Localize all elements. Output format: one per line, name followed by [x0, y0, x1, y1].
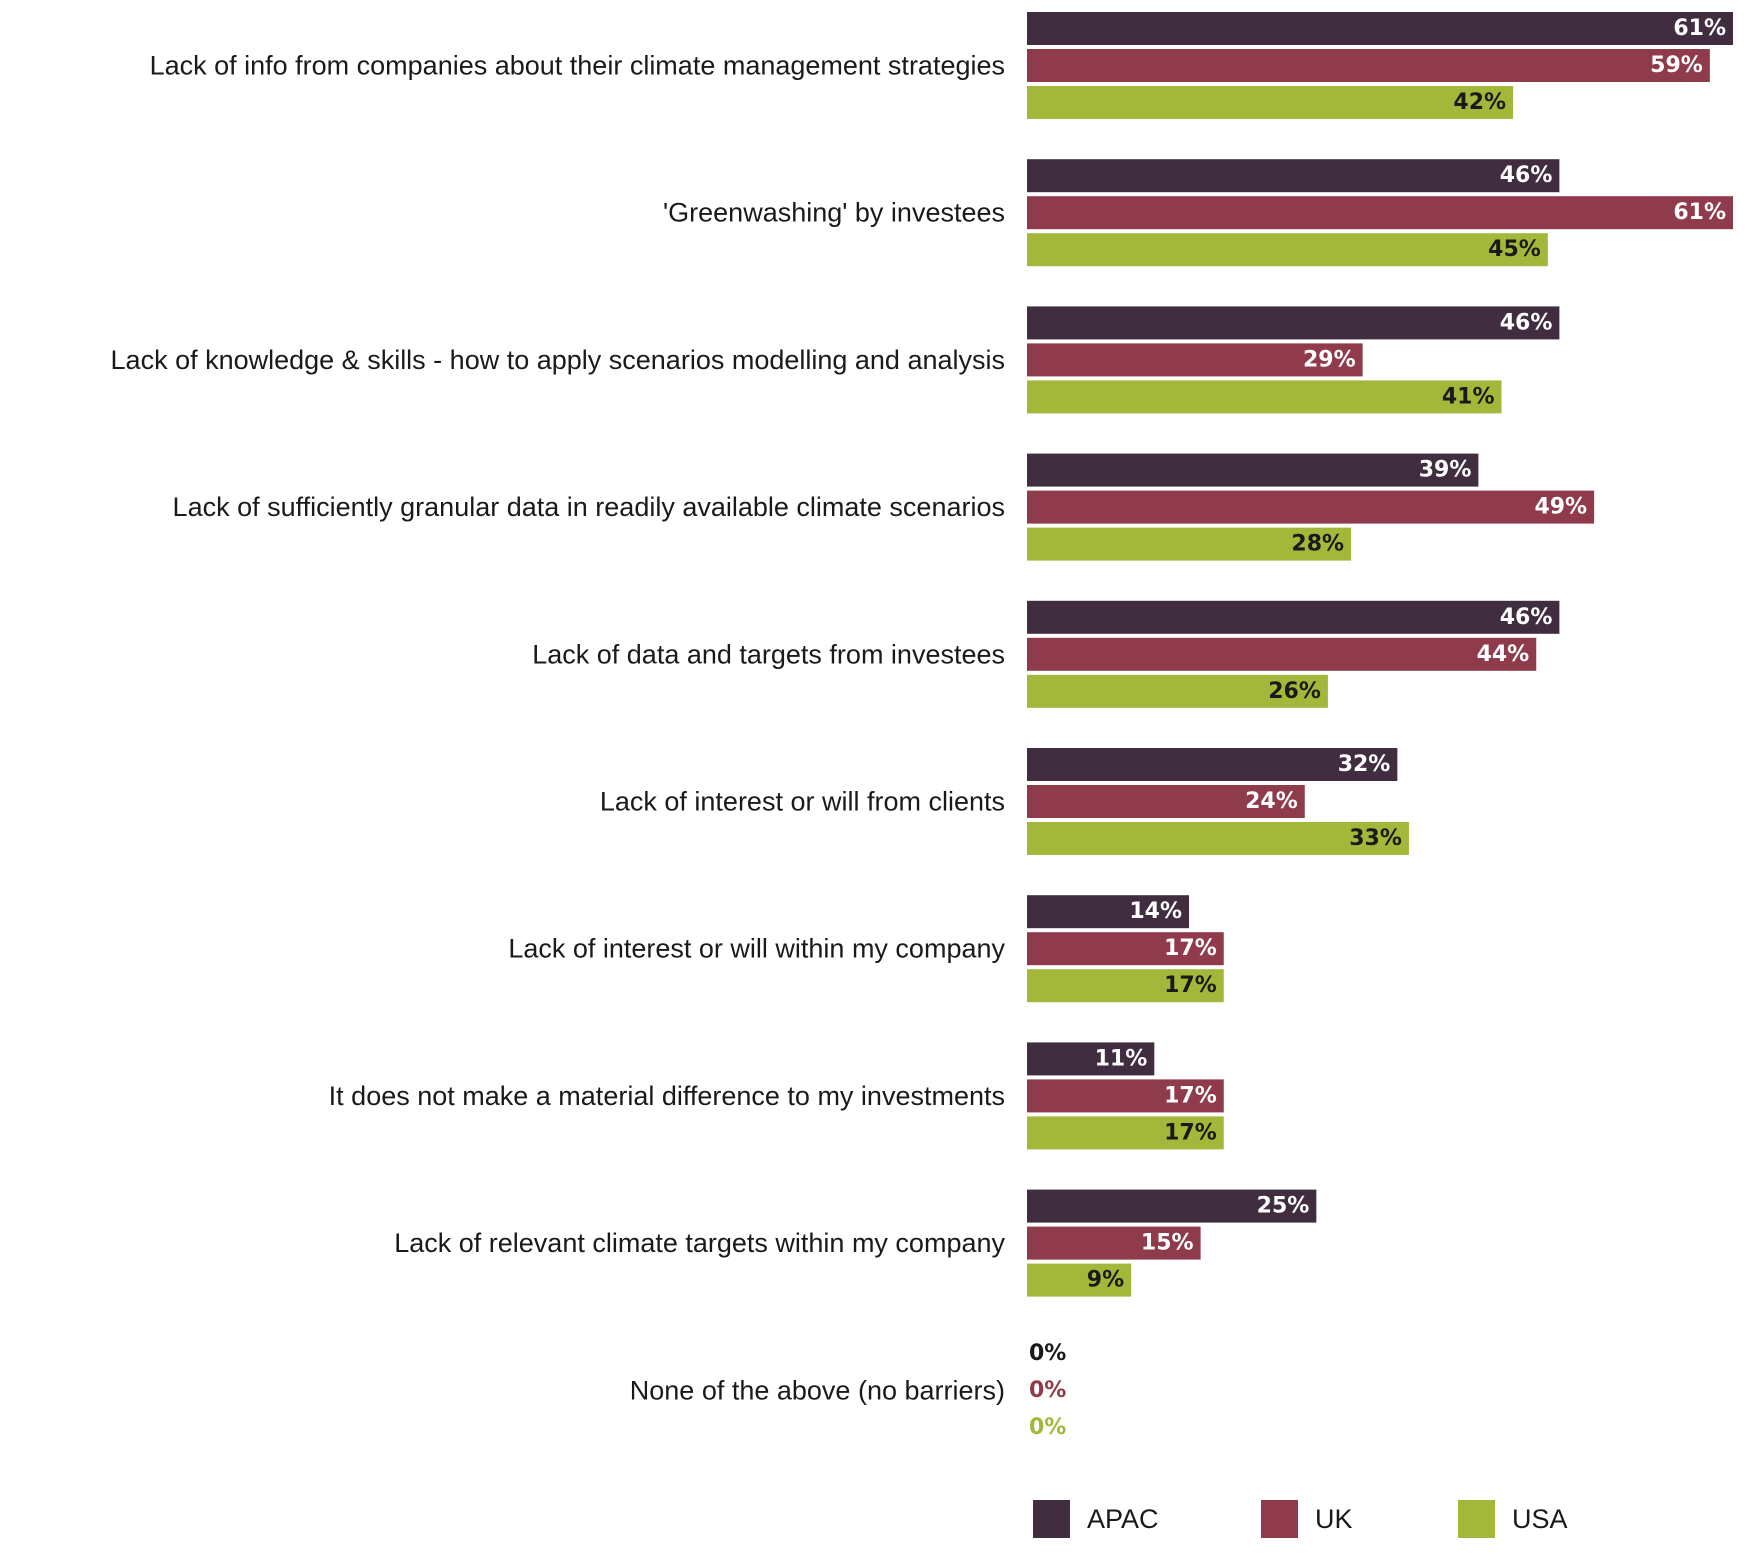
bar-usa-5: [1027, 822, 1409, 855]
bar-usa-8: [1027, 1263, 1132, 1297]
value-label-uk-3: 49%: [1534, 495, 1587, 520]
bar-uk-2: [1027, 343, 1363, 377]
bar-apac-4: [1027, 600, 1560, 634]
bar-uk-3: [1027, 490, 1595, 524]
value-label-usa-5: 33%: [1349, 826, 1402, 851]
value-label-apac-9: 0%: [1029, 1341, 1066, 1366]
bar-apac-5: [1027, 748, 1398, 781]
value-label-usa-7: 17%: [1164, 1120, 1217, 1145]
bars: [1027, 12, 1733, 1297]
bar-uk-8: [1027, 1226, 1201, 1260]
category-label-lack-of-info-from-companies-about-their-climate-: Lack of info from companies about their …: [150, 51, 1005, 81]
bar-apac-7: [1027, 1042, 1155, 1076]
value-label-usa-6: 17%: [1164, 973, 1217, 998]
bar-uk-5: [1027, 785, 1305, 818]
bar-usa-3: [1027, 527, 1352, 561]
legend-label-apac: APAC: [1087, 1504, 1159, 1534]
legend-label-usa: USA: [1512, 1504, 1568, 1534]
bar-usa-4: [1027, 674, 1328, 708]
value-label-apac-0: 61%: [1673, 16, 1726, 41]
bar-apac-8: [1027, 1189, 1317, 1223]
bar-usa-6: [1027, 969, 1224, 1003]
bar-uk-7: [1027, 1079, 1224, 1113]
legend-swatch-apac: [1033, 1500, 1070, 1538]
value-label-usa-9: 0%: [1029, 1415, 1066, 1440]
value-label-usa-1: 45%: [1488, 237, 1541, 262]
bar-apac-3: [1027, 453, 1479, 487]
value-label-usa-4: 26%: [1268, 679, 1321, 704]
category-label-lack-of-interest-or-will-within-my-company: Lack of interest or will within my compa…: [508, 934, 1005, 964]
category-label-none-of-the-above-no-barriers: None of the above (no barriers): [630, 1375, 1005, 1405]
bar-usa-7: [1027, 1116, 1224, 1150]
legend-swatch-uk: [1261, 1500, 1298, 1538]
bar-uk-1: [1027, 196, 1733, 230]
value-label-usa-0: 42%: [1453, 90, 1506, 115]
category-label-greenwashing-by-investees: 'Greenwashing' by investees: [663, 198, 1005, 228]
value-label-apac-3: 39%: [1419, 458, 1472, 483]
value-label-uk-0: 59%: [1650, 53, 1703, 78]
legend-swatch-usa: [1458, 1500, 1495, 1538]
bar-apac-6: [1027, 895, 1190, 929]
category-labels: Lack of info from companies about their …: [111, 51, 1006, 1406]
value-label-apac-5: 32%: [1338, 752, 1391, 777]
bar-uk-6: [1027, 932, 1224, 966]
bar-uk-4: [1027, 637, 1537, 671]
value-label-apac-6: 14%: [1129, 899, 1182, 924]
value-label-apac-1: 46%: [1500, 163, 1553, 188]
bar-usa-2: [1027, 380, 1502, 414]
value-label-uk-4: 44%: [1477, 642, 1530, 667]
value-label-uk-2: 29%: [1303, 347, 1356, 372]
value-label-usa-3: 28%: [1291, 532, 1344, 557]
value-label-apac-2: 46%: [1500, 310, 1553, 335]
category-label-lack-of-knowledge-skills-how-to-apply-scenarios-: Lack of knowledge & skills - how to appl…: [111, 345, 1005, 375]
category-label-lack-of-data-and-targets-from-investees: Lack of data and targets from investees: [532, 639, 1005, 669]
category-label-it-does-not-make-a-material-difference-to-my-inv: It does not make a material difference t…: [329, 1081, 1005, 1111]
value-labels: 61% 59% 42% 46% 61% 45% 46% 29% 41% 39% 49% 28% 46% 4…: [1029, 16, 1726, 1440]
value-label-uk-6: 17%: [1164, 936, 1217, 961]
bar-uk-0: [1027, 49, 1710, 82]
legend: APAC UK USA: [1033, 1500, 1568, 1538]
value-label-apac-8: 25%: [1257, 1194, 1310, 1219]
bar-apac-0: [1027, 12, 1733, 45]
value-label-uk-1: 61%: [1673, 200, 1726, 225]
category-label-lack-of-sufficiently-granular-data-in-readily-av: Lack of sufficiently granular data in re…: [173, 492, 1005, 522]
bar-usa-0: [1027, 86, 1514, 119]
legend-label-uk: UK: [1315, 1504, 1353, 1534]
value-label-uk-8: 15%: [1141, 1231, 1194, 1256]
value-label-uk-7: 17%: [1164, 1083, 1217, 1108]
value-label-uk-5: 24%: [1245, 789, 1298, 814]
value-label-usa-8: 9%: [1087, 1268, 1124, 1293]
value-label-apac-4: 46%: [1500, 605, 1553, 630]
bar-usa-1: [1027, 233, 1548, 267]
category-label-lack-of-relevant-climate-targets-within-my-compa: Lack of relevant climate targets within …: [394, 1228, 1005, 1258]
bar-apac-2: [1027, 306, 1560, 340]
value-label-apac-7: 11%: [1095, 1046, 1148, 1071]
category-label-lack-of-interest-or-will-from-clients: Lack of interest or will from clients: [600, 787, 1005, 817]
value-label-usa-2: 41%: [1442, 384, 1495, 409]
value-label-uk-9: 0%: [1029, 1378, 1066, 1403]
bar-apac-1: [1027, 159, 1560, 193]
